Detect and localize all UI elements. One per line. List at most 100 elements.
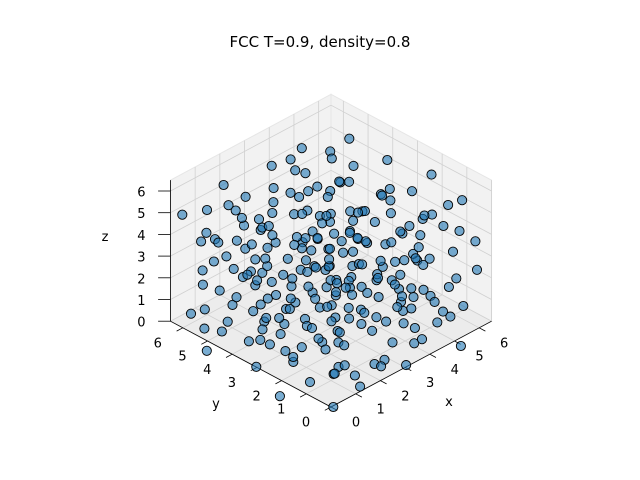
data-point	[285, 293, 296, 304]
data-point	[471, 264, 483, 275]
data-point	[177, 209, 188, 220]
data-point	[268, 197, 279, 208]
data-point	[348, 215, 359, 226]
grid-line	[170, 148, 332, 235]
y-tick-label: 5	[178, 350, 186, 365]
data-point	[313, 333, 324, 344]
data-point	[334, 176, 345, 187]
data-point	[242, 269, 253, 280]
y-tick-label: 0	[302, 416, 310, 431]
data-point	[355, 381, 366, 392]
grid-line	[330, 104, 492, 192]
data-point	[257, 324, 268, 335]
data-point	[262, 293, 273, 304]
data-point	[310, 262, 321, 273]
z-tick-label: 5	[137, 207, 145, 222]
data-point	[227, 299, 238, 310]
data-point	[208, 256, 219, 267]
grid-line	[170, 191, 332, 279]
data-point	[438, 220, 449, 232]
data-point	[356, 281, 367, 292]
data-point	[324, 243, 335, 254]
data-point	[401, 360, 412, 371]
data-points	[177, 133, 483, 413]
data-point	[377, 190, 388, 201]
data-point	[285, 187, 296, 198]
data-point	[255, 299, 266, 310]
data-point	[257, 267, 268, 278]
data-point	[297, 208, 308, 219]
data-point	[278, 269, 289, 280]
grid-line	[170, 104, 332, 192]
data-point	[275, 329, 286, 340]
data-point	[290, 165, 301, 176]
y-tick-mark	[299, 393, 307, 398]
data-point	[367, 325, 378, 336]
data-point	[322, 191, 333, 203]
data-point	[274, 391, 285, 402]
data-point	[396, 291, 408, 302]
data-point	[376, 361, 387, 372]
data-point	[302, 266, 313, 277]
data-point	[199, 304, 210, 315]
data-point	[447, 246, 459, 257]
data-point	[231, 235, 242, 246]
data-point	[296, 143, 307, 154]
data-point	[347, 289, 358, 300]
data-point	[343, 302, 354, 313]
x-tick-label: 2	[401, 389, 409, 404]
data-point	[260, 253, 271, 264]
data-point	[454, 225, 465, 237]
data-point	[218, 179, 229, 191]
data-point	[251, 361, 262, 372]
tick-marks	[158, 190, 486, 411]
data-point	[356, 318, 367, 330]
data-point	[270, 289, 282, 301]
data-point	[385, 195, 396, 206]
data-point	[382, 154, 393, 166]
z-tick-label: 4	[137, 229, 145, 244]
data-point	[390, 256, 401, 267]
x-tick-label: 3	[426, 376, 434, 391]
data-point	[419, 210, 430, 221]
data-point	[418, 284, 429, 295]
data-point	[418, 259, 429, 270]
y-tick-label: 3	[228, 376, 236, 391]
data-point	[443, 281, 454, 293]
data-point	[455, 340, 466, 352]
data-point	[445, 311, 456, 322]
data-point	[228, 263, 239, 274]
data-point	[410, 253, 421, 264]
data-point	[321, 210, 332, 221]
x-tick-mark	[355, 393, 363, 398]
data-point	[331, 278, 343, 289]
grid-line	[330, 191, 492, 279]
data-point	[437, 306, 449, 317]
data-point	[349, 370, 360, 381]
data-point	[236, 212, 247, 223]
data-point	[384, 183, 395, 195]
data-point	[246, 239, 257, 250]
data-point	[339, 360, 350, 371]
data-point	[458, 300, 469, 312]
x-tick-mark	[479, 327, 486, 332]
data-point	[300, 168, 311, 179]
x-tick-label: 0	[352, 416, 360, 431]
data-point	[289, 239, 300, 250]
data-point	[409, 338, 420, 349]
y-tick-label: 1	[277, 403, 285, 418]
data-point	[223, 200, 234, 211]
data-point	[266, 160, 277, 171]
data-point	[213, 237, 224, 248]
data-point	[255, 334, 266, 345]
data-point	[406, 186, 418, 197]
data-point	[240, 191, 251, 202]
x-tick-label: 5	[475, 350, 483, 365]
axis-lines	[170, 180, 492, 408]
data-point	[222, 316, 233, 327]
data-point	[312, 181, 323, 192]
data-point	[359, 307, 370, 318]
data-point	[347, 246, 359, 257]
